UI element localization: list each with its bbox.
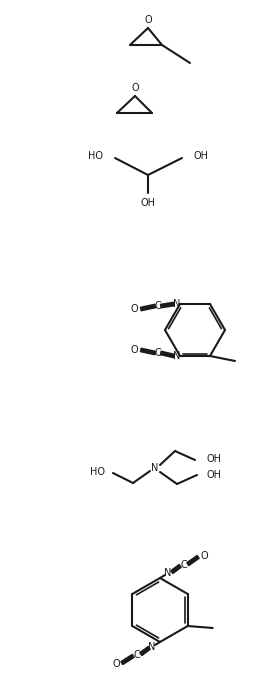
Text: OH: OH xyxy=(207,454,222,464)
Text: OH: OH xyxy=(207,470,222,480)
Text: O: O xyxy=(131,83,139,93)
Text: O: O xyxy=(112,659,120,669)
Text: HO: HO xyxy=(88,151,103,161)
Text: C: C xyxy=(155,348,161,358)
Text: C: C xyxy=(181,560,187,570)
Text: N: N xyxy=(173,299,181,309)
Text: OH: OH xyxy=(194,151,209,161)
Text: C: C xyxy=(155,301,161,311)
Text: O: O xyxy=(144,15,152,25)
Text: N: N xyxy=(164,568,172,578)
Text: O: O xyxy=(130,304,138,314)
Text: O: O xyxy=(200,551,208,561)
Text: N: N xyxy=(148,642,156,652)
Text: OH: OH xyxy=(141,198,155,208)
Text: C: C xyxy=(134,650,140,660)
Text: N: N xyxy=(173,351,181,361)
Text: HO: HO xyxy=(90,467,105,477)
Text: N: N xyxy=(151,463,159,473)
Text: O: O xyxy=(130,345,138,355)
